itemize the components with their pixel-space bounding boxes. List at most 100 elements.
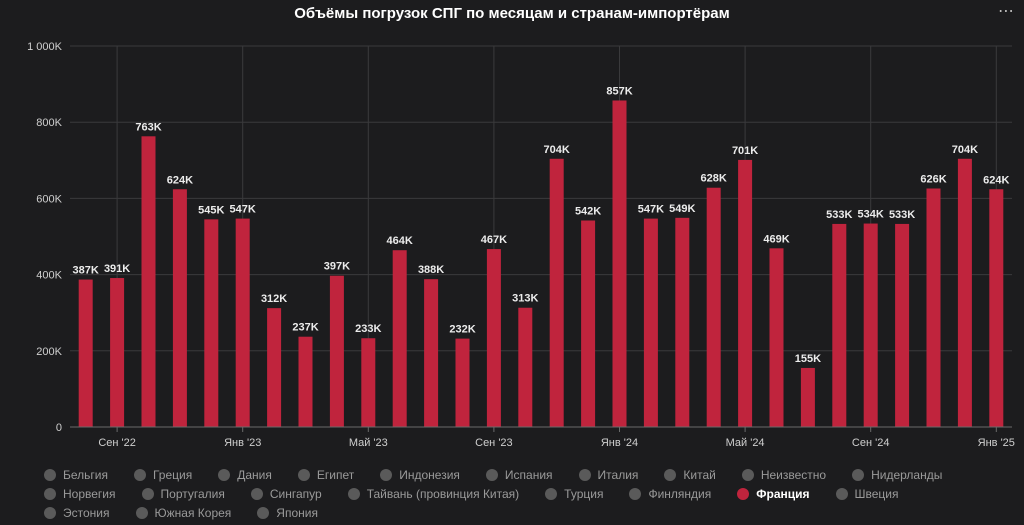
legend-dot-icon bbox=[297, 468, 310, 481]
legend-item[interactable]: Южная Корея bbox=[135, 505, 232, 520]
legend-item[interactable]: Япония bbox=[257, 505, 318, 520]
legend-label: Португалия bbox=[160, 486, 225, 501]
legend-item[interactable]: Эстония bbox=[44, 505, 110, 520]
bar[interactable] bbox=[455, 338, 470, 427]
legend-label: Франция bbox=[756, 486, 810, 501]
legend-item[interactable]: Сингапур bbox=[250, 486, 322, 501]
legend-item[interactable]: Турция bbox=[545, 486, 603, 501]
menu-button[interactable]: ⋯ bbox=[998, 1, 1014, 21]
legend-item[interactable]: Китай bbox=[664, 467, 716, 482]
bar[interactable] bbox=[581, 220, 596, 427]
legend-dot-icon bbox=[629, 487, 642, 500]
bar[interactable] bbox=[486, 249, 501, 427]
legend-dot-icon bbox=[835, 487, 848, 500]
legend-item[interactable]: Нидерланды bbox=[852, 467, 942, 482]
bar[interactable] bbox=[832, 223, 847, 427]
bar[interactable] bbox=[204, 219, 219, 427]
bar[interactable] bbox=[863, 223, 878, 427]
bar-value-label: 388K bbox=[418, 264, 444, 276]
legend-dot-icon bbox=[135, 506, 148, 519]
bar-labels: 387K 391K 763K 624K 545K 547K 312K 237K 397K 233K… bbox=[73, 85, 1010, 364]
bar-value-label: 701K bbox=[732, 145, 758, 157]
bar[interactable] bbox=[392, 250, 407, 427]
bar-value-label: 467K bbox=[481, 234, 507, 246]
legend-dot-icon bbox=[852, 468, 865, 481]
x-tick-label: Май '24 bbox=[726, 437, 765, 449]
y-tick-label: 200K bbox=[36, 346, 62, 358]
bar[interactable] bbox=[738, 159, 753, 427]
bar[interactable] bbox=[643, 218, 658, 427]
bar[interactable] bbox=[549, 158, 564, 427]
bar[interactable] bbox=[141, 136, 156, 427]
bar[interactable] bbox=[895, 223, 910, 427]
legend-item[interactable]: Неизвестно bbox=[741, 467, 826, 482]
bar[interactable] bbox=[769, 248, 784, 427]
legend-item[interactable]: Бельгия bbox=[44, 467, 108, 482]
bar[interactable] bbox=[800, 367, 815, 427]
legend-item[interactable]: Тайвань (провинция Китая) bbox=[347, 486, 519, 501]
bar[interactable] bbox=[957, 158, 972, 427]
ellipsis-icon[interactable]: ⋯ bbox=[998, 3, 1014, 20]
bar[interactable] bbox=[361, 338, 376, 427]
bar[interactable] bbox=[989, 189, 1004, 427]
bar-value-label: 547K bbox=[638, 204, 664, 216]
bar-value-label: 312K bbox=[261, 293, 287, 305]
bar-value-label: 628K bbox=[701, 173, 727, 185]
x-axis: Сен '22 Янв '23 Май '23 Сен '23 Янв '24 Май '… bbox=[70, 426, 1015, 449]
legend-item[interactable]: Франция bbox=[737, 486, 810, 501]
bar-value-label: 857K bbox=[606, 85, 632, 97]
legend-item[interactable]: Греция bbox=[133, 467, 192, 482]
bar[interactable] bbox=[424, 279, 439, 427]
bar-value-label: 547K bbox=[230, 204, 256, 216]
bar-value-label: 542K bbox=[575, 205, 601, 217]
bar-value-label: 626K bbox=[920, 173, 946, 185]
legend-item[interactable]: Италия bbox=[578, 467, 638, 482]
bar[interactable] bbox=[926, 188, 941, 427]
legend-dot-icon bbox=[141, 487, 154, 500]
bar-value-label: 469K bbox=[763, 233, 789, 245]
bar[interactable] bbox=[172, 189, 187, 427]
legend-label: Южная Корея bbox=[154, 505, 232, 520]
legend-dot-icon bbox=[44, 506, 56, 519]
legend-dot-icon bbox=[485, 468, 498, 481]
bar[interactable] bbox=[518, 307, 533, 427]
y-tick-label: 400K bbox=[36, 270, 62, 282]
legend-dot-icon bbox=[218, 468, 231, 481]
legend-dot-icon bbox=[250, 487, 263, 500]
bar-value-label: 232K bbox=[449, 324, 475, 336]
bar[interactable] bbox=[110, 278, 125, 427]
x-tick-label: Сен '24 bbox=[852, 437, 890, 449]
bar[interactable] bbox=[329, 275, 344, 427]
legend-label: Япония bbox=[276, 505, 318, 520]
bar[interactable] bbox=[706, 187, 721, 427]
legend-label: Индонезия bbox=[399, 467, 460, 482]
bar-value-label: 155K bbox=[795, 353, 821, 365]
legend-dot-icon bbox=[578, 468, 591, 481]
legend-item[interactable]: Индонезия bbox=[380, 467, 460, 482]
bar-value-label: 545K bbox=[198, 204, 224, 216]
legend-label: Бельгия bbox=[63, 467, 108, 482]
bar-value-label: 763K bbox=[135, 121, 161, 133]
bar[interactable] bbox=[78, 279, 93, 427]
x-tick-label: Сен '22 bbox=[98, 437, 136, 449]
bar-value-label: 464K bbox=[387, 235, 413, 247]
bars bbox=[78, 100, 1004, 427]
bar[interactable] bbox=[298, 336, 313, 427]
legend-item[interactable]: Норвегия bbox=[44, 486, 116, 501]
bar[interactable] bbox=[267, 308, 282, 427]
legend-item[interactable]: Швеция bbox=[835, 486, 899, 501]
legend-dot-icon bbox=[380, 468, 393, 481]
legend-item[interactable]: Финляндия bbox=[629, 486, 711, 501]
bar-value-label: 624K bbox=[167, 174, 193, 186]
legend-item[interactable]: Египет bbox=[297, 467, 354, 482]
bar[interactable] bbox=[235, 218, 250, 427]
bar[interactable] bbox=[612, 100, 627, 427]
bar[interactable] bbox=[675, 217, 690, 427]
legend-item[interactable]: Португалия bbox=[141, 486, 225, 501]
y-axis: 0 200K 400K 600K 800K 1 000K bbox=[27, 41, 63, 434]
legend-item[interactable]: Дания bbox=[218, 467, 272, 482]
x-tick-label: Янв '23 bbox=[224, 437, 261, 449]
bar-value-label: 533K bbox=[826, 209, 852, 221]
bar-value-label: 624K bbox=[983, 174, 1009, 186]
legend-item[interactable]: Испания bbox=[485, 467, 553, 482]
